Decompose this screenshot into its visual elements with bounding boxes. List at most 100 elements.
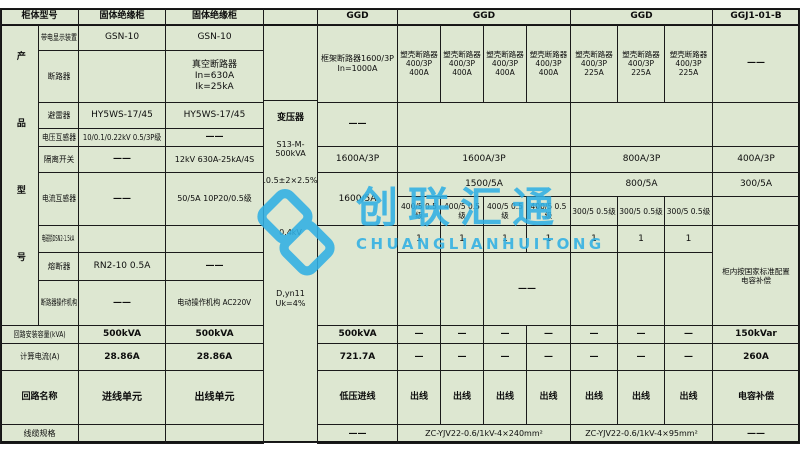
row-label-isolator: 隔离开关 bbox=[38, 146, 79, 173]
cell-ggd3-cable: ZC-YJV22-0.6/1kV-4×95mm² bbox=[570, 424, 713, 444]
cell-ggd2-ct-sub-2: 400/5 0.5级 bbox=[440, 196, 484, 226]
cell-ggd3-name-2: 出线 bbox=[617, 370, 665, 425]
cell-ggj-cable-dash: —— bbox=[712, 424, 800, 444]
cell-a-fuse: RN2-10 0.5A bbox=[78, 252, 166, 281]
cell-ggd2-name-1: 出线 bbox=[397, 370, 441, 425]
cell-ggd2-breaker-3: 塑壳断路器 400/3P 400A bbox=[483, 24, 527, 103]
cell-ggd2-cur-dash-3: — bbox=[483, 343, 527, 371]
cell-ggd3-blank-3 bbox=[664, 252, 713, 326]
cell-ggd3-cap-dash-1: — bbox=[570, 325, 618, 344]
cell-a-pt: 10/0.1/0.22kV 0.5/3P级 bbox=[78, 128, 166, 147]
cell-ggd2-breaker-2: 塑壳断路器 400/3P 400A bbox=[440, 24, 484, 103]
cell-ggd1-dash: —— bbox=[317, 102, 398, 147]
cell-a-live-display: GSN-10 bbox=[78, 24, 166, 51]
cell-ggj-current: 260A bbox=[712, 343, 800, 371]
cell-b-circuit-name: 出线单元 bbox=[165, 370, 264, 425]
row-label-fuse: 熔断器 bbox=[38, 252, 79, 281]
row-label-operating-mechanism: 断路器操作机构 bbox=[38, 280, 79, 326]
cell-ggj-note: 柜内按国家标准配置 电容补偿 bbox=[712, 225, 800, 326]
row-label-live-display: 带电显示装置 bbox=[38, 24, 79, 51]
cell-ggd1-switch: 1600A/3P bbox=[317, 146, 398, 173]
cell-b-fuse-dash: —— bbox=[165, 252, 264, 281]
cell-ggd2-breaker-1: 塑壳断路器 400/3P 400A bbox=[397, 24, 441, 103]
strip-product-model: 产品型号 bbox=[0, 24, 39, 326]
cell-b-arrester: HY5WS-17/45 bbox=[165, 102, 264, 129]
cell-b-live-display: GSN-10 bbox=[165, 24, 264, 51]
cell-ggd3-ct-sub-3: 300/5 0.5级 bbox=[664, 196, 713, 226]
row-label-circuit-name: 回路名称 bbox=[0, 370, 79, 425]
cell-a-isolator-dash: —— bbox=[78, 146, 166, 173]
header-cabinet-model: 柜体型号 bbox=[0, 8, 79, 25]
cell-a-circuit-name: 进线单元 bbox=[78, 370, 166, 425]
header-divider-line bbox=[0, 24, 800, 26]
cell-ggd3-blank-2 bbox=[617, 252, 665, 326]
row-label-installed-capacity: 回路安装容量(kVA) bbox=[0, 325, 79, 344]
cell-ggd2-ct-main: 1500/5A bbox=[397, 172, 571, 197]
cell-ggj-empty-band bbox=[712, 102, 800, 147]
cell-ggd3-cap-dash-2: — bbox=[617, 325, 665, 344]
header-ggd1: GGD bbox=[317, 8, 398, 25]
cell-ggd3-breaker-1: 塑壳断路器 400/3P 225A bbox=[570, 24, 618, 103]
cell-ggd2-cur-dash-2: — bbox=[440, 343, 484, 371]
cell-a-lock-empty bbox=[78, 225, 166, 253]
cell-ggd3-qty-1: 1 bbox=[570, 225, 618, 253]
cell-transformer-spec: 变压器 S13-M-500kVA 10.5±2×2.5%/ 0.4kV D,yn… bbox=[263, 100, 318, 443]
cell-b-cable-empty bbox=[165, 424, 264, 444]
cell-ggd2-ct-sub-3: 400/5 0.5级 bbox=[483, 196, 527, 226]
cell-ggd2-blank-2 bbox=[440, 252, 484, 326]
cell-ggd3-cap-dash-3: — bbox=[664, 325, 713, 344]
cell-a-arrester: HY5WS-17/45 bbox=[78, 102, 166, 129]
cell-b-mechanism: 电动操作机构 AC220V bbox=[165, 280, 264, 326]
header-solid-insulated-b: 固体绝缘柜 bbox=[165, 8, 264, 25]
cell-ggd2-qty-1: 1 bbox=[397, 225, 441, 253]
cell-ggd3-cur-dash-1: — bbox=[570, 343, 618, 371]
row-label-breaker: 断路器 bbox=[38, 50, 79, 103]
cell-ggd2-cap-dash-4: — bbox=[526, 325, 571, 344]
cell-ggd1-empty bbox=[317, 225, 398, 326]
cell-b-current: 28.86A bbox=[165, 343, 264, 371]
cell-ggj-breaker-dash: —— bbox=[712, 24, 800, 103]
cell-ggd1-current: 721.7A bbox=[317, 343, 398, 371]
cell-ggd2-name-4: 出线 bbox=[526, 370, 571, 425]
cell-ggd3-ct-sub-2: 300/5 0.5级 bbox=[617, 196, 665, 226]
cell-ggd1-ct: 1600/5A bbox=[317, 172, 398, 226]
cell-b-lock-empty bbox=[165, 225, 264, 253]
cell-ggd2-blank-dash: —— bbox=[483, 252, 571, 326]
cell-ggj-circuit-name: 电容补偿 bbox=[712, 370, 800, 425]
cell-ggd2-name-2: 出线 bbox=[440, 370, 484, 425]
cell-b-isolator: 12kV 630A-25kA/4S bbox=[165, 146, 264, 173]
row-label-ct: 电流互感器 bbox=[38, 172, 79, 226]
cell-ggd3-name-3: 出线 bbox=[664, 370, 713, 425]
cell-ggd3-qty-3: 1 bbox=[664, 225, 713, 253]
cell-ggd3-name-1: 出线 bbox=[570, 370, 618, 425]
cell-ggd2-ct-sub-4: 400/5 0.5级 bbox=[526, 196, 571, 226]
cell-ggj-ct-sub-empty bbox=[712, 196, 800, 226]
cell-ggd1-capacity: 500kVA bbox=[317, 325, 398, 344]
cell-ggd3-ct-sub-1: 300/5 0.5级 bbox=[570, 196, 618, 226]
cell-a-cable-empty bbox=[78, 424, 166, 444]
cell-ggd1-frame-breaker: 框架断路器1600/3P In=1000A bbox=[317, 24, 398, 103]
cell-a-current: 28.86A bbox=[78, 343, 166, 371]
cell-ggd3-breaker-2: 塑壳断路器 400/3P 225A bbox=[617, 24, 665, 103]
cell-ggj-switch: 400A/3P bbox=[712, 146, 800, 173]
cell-a-breaker-empty bbox=[78, 50, 166, 103]
cell-ggd2-qty-3: 1 bbox=[483, 225, 527, 253]
header-ggj: GGJ1-01-B bbox=[712, 8, 800, 25]
cell-ggd2-cur-dash-4: — bbox=[526, 343, 571, 371]
header-ggd2: GGD bbox=[397, 8, 571, 25]
cell-ggd2-qty-4: 1 bbox=[526, 225, 571, 253]
cell-ggd2-ct-sub-1: 400/5 0.5级 bbox=[397, 196, 441, 226]
cell-b-vacuum-breaker: 真空断路器 In=630A Ik=25kA bbox=[165, 50, 264, 103]
cell-ggd1-cable-dash: —— bbox=[317, 424, 398, 444]
cell-ggd2-blank-1 bbox=[397, 252, 441, 326]
row-label-pt: 电压互感器 bbox=[38, 128, 79, 147]
cell-ggd2-switch: 1600A/3P bbox=[397, 146, 571, 173]
cell-ggd2-cur-dash-1: — bbox=[397, 343, 441, 371]
cell-transformer-top-empty bbox=[263, 8, 318, 101]
row-label-arrester: 避雷器 bbox=[38, 102, 79, 129]
cell-ggd2-qty-2: 1 bbox=[440, 225, 484, 253]
cell-ggd3-qty-2: 1 bbox=[617, 225, 665, 253]
cell-ggd1-circuit-name: 低压进线 bbox=[317, 370, 398, 425]
cell-ggj-ct: 300/5A bbox=[712, 172, 800, 197]
cell-ggd2-name-3: 出线 bbox=[483, 370, 527, 425]
